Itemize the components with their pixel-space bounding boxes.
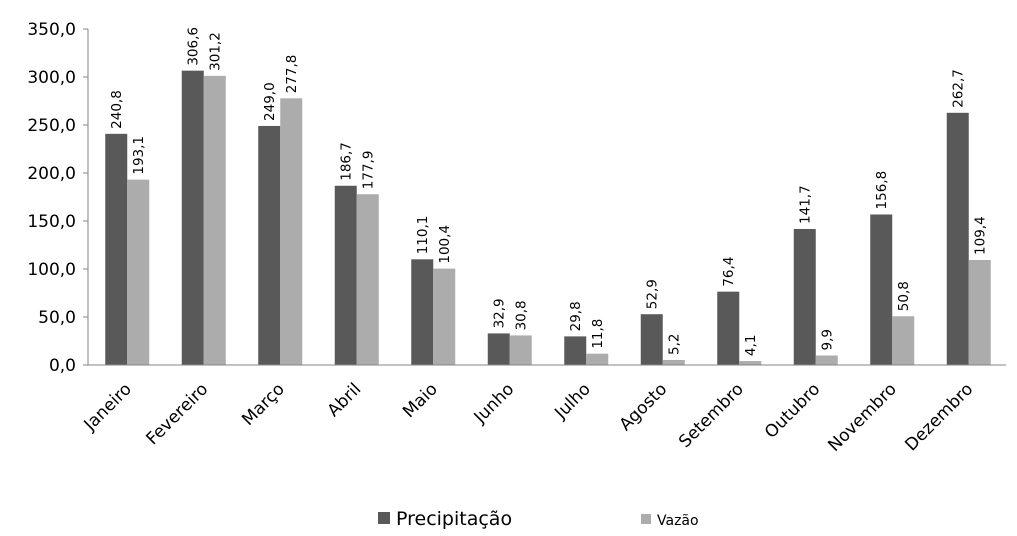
y-tick-label: 350,0 [27,20,76,40]
data-label: 100,4 [437,225,453,264]
y-tick-label: 200,0 [27,164,76,184]
data-label: 30,8 [514,300,530,330]
bar-vazao [203,75,226,366]
data-label: 177,9 [361,151,377,190]
legend-swatch [641,514,651,524]
x-tick-label: Março [238,379,289,430]
y-tick-label: 250,0 [27,116,76,136]
x-tick-label: Maio [399,379,442,422]
data-label: 306,6 [186,27,202,66]
x-tick-label: Janeiro [80,379,136,435]
x-tick-label: Fevereiro [143,379,213,449]
bar-precipitacao [870,214,893,365]
bar-precipitacao [564,336,587,365]
bar-precipitacao [411,259,434,365]
bar-precipitacao [793,228,816,365]
bar-precipitacao [717,291,740,365]
bar-precipitacao [334,185,357,365]
data-label: 32,9 [492,298,508,328]
bar-precipitacao [258,125,281,366]
x-axis: Janeiro Fevereiro Março Abril Maio Junho Julho… [80,364,1006,456]
bar-vazao [509,335,532,365]
data-label: 52,9 [645,279,661,309]
bars [105,70,991,366]
data-label: 29,8 [568,301,584,331]
data-label: 4,1 [743,335,759,356]
x-tick-label: Abril [324,379,366,421]
x-tick-label: Junho [470,379,519,428]
data-label: 277,8 [284,55,300,94]
legend: Precipitação Vazão [378,508,699,530]
y-axis: 0,0 50,0 100,0 150,0 200,0 250,0 300,0 350,0 [27,20,89,376]
x-tick-label: Outubro [761,379,824,442]
bar-vazao [739,361,762,365]
x-tick-label: Dezembro [901,379,977,455]
bar-precipitacao [105,133,128,365]
data-label: 50,8 [896,281,912,311]
bar-precipitacao [181,70,204,365]
data-label: 240,8 [109,90,125,129]
data-label: 193,1 [131,136,147,175]
x-tick-label: Julho [550,379,594,423]
y-tick-label: 150,0 [27,212,76,232]
bar-vazao [433,268,456,365]
data-label: 5,2 [667,334,683,355]
bar-vazao [586,353,609,365]
data-label: 156,8 [874,171,890,210]
data-label: 9,9 [820,329,836,350]
y-tick-label: 0,0 [49,356,76,376]
y-tick-label: 100,0 [27,260,76,280]
bar-vazao [280,98,303,365]
bar-vazao [127,179,150,365]
bar-vazao [662,360,685,365]
data-label: 186,7 [339,142,355,181]
data-label: 301,2 [208,32,224,71]
x-tick-label: Novembro [824,379,900,455]
bar-vazao [356,194,379,365]
legend-swatch [378,512,390,524]
bar-precipitacao [487,333,510,365]
data-labels: 240,8 193,1 306,6 301,2 249,0 277,8 186,7 177,9… [109,27,989,356]
data-label: 11,8 [590,319,606,349]
data-label: 249,0 [262,82,278,121]
bar-precipitacao [640,314,663,365]
data-label: 76,4 [721,257,737,287]
x-tick-label: Setembro [675,379,748,452]
legend-label: Vazão [657,513,699,529]
data-label: 262,7 [951,69,967,108]
data-label: 141,7 [798,185,814,224]
data-label: 110,1 [415,216,431,255]
bar-precipitacao [946,112,969,365]
y-tick-label: 300,0 [27,68,76,88]
legend-label: Precipitação [396,508,512,530]
y-tick-label: 50,0 [38,308,76,328]
bar-vazao [815,355,838,365]
bar-vazao [892,316,915,365]
x-tick-label: Agosto [616,379,672,435]
data-label: 109,4 [973,216,989,255]
bar-vazao [968,259,991,365]
